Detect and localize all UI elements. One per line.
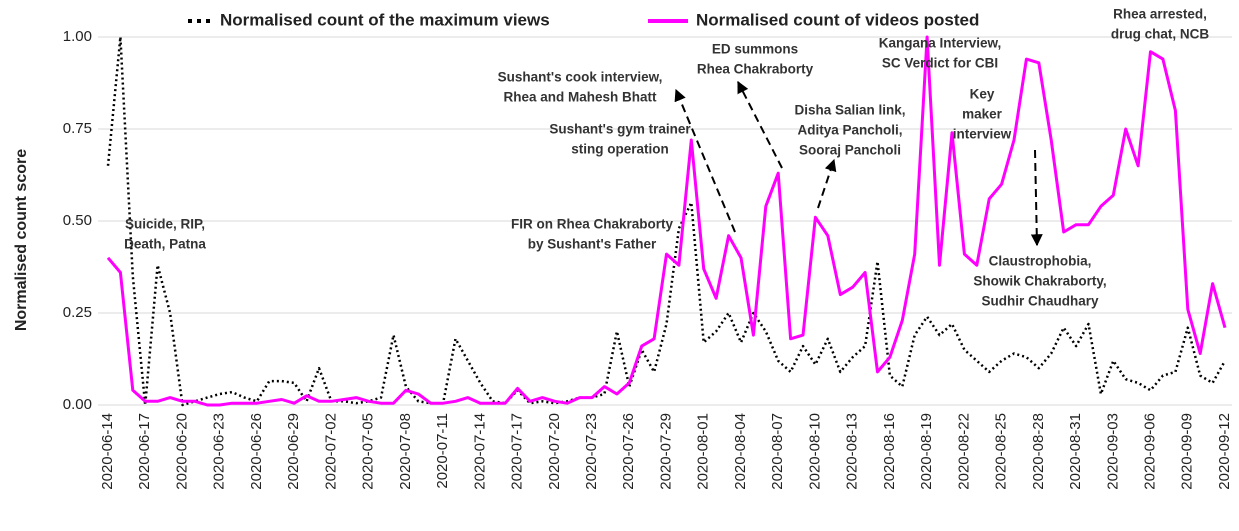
annotation: Death, Patna xyxy=(124,237,206,252)
x-tick-label: 2020-08-04 xyxy=(732,413,749,490)
x-tick-label: 2020-08-31 xyxy=(1067,413,1084,490)
annotation: Rhea and Mahesh Bhatt xyxy=(503,90,657,105)
annotation: Sushant's gym trainer xyxy=(549,122,691,137)
x-tick-label: 2020-09-06 xyxy=(1142,413,1159,490)
legend-label: Normalised count of the maximum views xyxy=(220,10,550,29)
x-tick-label: 2020-07-26 xyxy=(620,413,637,490)
x-tick-label: 2020-07-14 xyxy=(471,413,488,490)
y-tick-label: 0.00 xyxy=(63,396,92,413)
x-tick-label: 2020-07-20 xyxy=(546,413,563,490)
annotation: Suicide, RIP, xyxy=(125,217,205,232)
annotation: drug chat, NCB xyxy=(1111,27,1210,42)
x-tick-label: 2020-07-17 xyxy=(509,413,526,490)
x-tick-label: 2020-07-05 xyxy=(360,413,377,490)
annotation-arrow xyxy=(817,158,837,209)
x-tick-label: 2020-08-19 xyxy=(918,413,935,490)
x-tick-label: 2020-08-01 xyxy=(695,413,712,490)
annotation-arrow xyxy=(737,80,783,169)
annotation: Claustrophobia, xyxy=(989,254,1092,269)
x-tick-label: 2020-08-13 xyxy=(844,413,861,490)
annotation: Kangana Interview, xyxy=(879,36,1002,51)
x-tick-label: 2020-07-29 xyxy=(657,413,674,490)
x-tick-label: 2020-09-12 xyxy=(1216,413,1233,490)
y-axis-label: Normalised count score xyxy=(13,149,30,331)
annotation: Disha Salian link, xyxy=(794,103,905,118)
annotation: Key xyxy=(970,87,995,102)
annotation: Sooraj Pancholi xyxy=(799,143,901,158)
annotation: maker xyxy=(962,107,1003,122)
annotation: Sushant's cook interview, xyxy=(498,70,663,85)
annotation: sting operation xyxy=(571,142,669,157)
annotation: Sudhir Chaudhary xyxy=(981,294,1099,309)
annotation: Rhea Chakraborty xyxy=(697,62,814,77)
x-tick-label: 2020-06-20 xyxy=(173,413,190,490)
x-tick-label: 2020-09-03 xyxy=(1104,413,1121,490)
annotation: SC Verdict for CBI xyxy=(882,56,998,71)
y-tick-label: 0.25 xyxy=(63,304,92,321)
annotation: by Sushant's Father xyxy=(528,237,657,252)
x-tick-label: 2020-07-23 xyxy=(583,413,600,490)
series-line xyxy=(106,35,1227,407)
x-tick-label: 2020-06-29 xyxy=(285,413,302,490)
x-tick-label: 2020-06-26 xyxy=(248,413,265,490)
legend-label: Normalised count of videos posted xyxy=(696,10,979,29)
annotation: interview xyxy=(953,127,1012,142)
annotation: FIR on Rhea Chakraborty xyxy=(511,217,674,232)
x-tick-label: 2020-07-08 xyxy=(397,413,414,490)
x-tick-label: 2020-07-02 xyxy=(322,413,339,490)
x-tick-label: 2020-09-09 xyxy=(1179,413,1196,490)
y-tick-label: 1.00 xyxy=(63,28,92,45)
x-tick-label: 2020-06-17 xyxy=(136,413,153,490)
y-tick-label: 0.50 xyxy=(63,212,92,229)
x-tick-label: 2020-06-23 xyxy=(211,413,228,490)
x-tick-label: 2020-08-07 xyxy=(769,413,786,490)
annotation: Aditya Pancholi, xyxy=(797,123,902,138)
annotation: ED summons xyxy=(712,42,798,57)
x-tick-label: 2020-08-10 xyxy=(806,413,823,490)
annotation-arrow xyxy=(1030,149,1043,247)
annotation: Rhea arrested, xyxy=(1113,7,1207,22)
x-tick-label: 2020-07-11 xyxy=(434,413,451,489)
x-tick-label: 2020-08-25 xyxy=(993,413,1010,490)
x-tick-label: 2020-08-22 xyxy=(955,413,972,490)
x-tick-label: 2020-06-14 xyxy=(99,413,116,490)
x-tick-label: 2020-08-28 xyxy=(1030,413,1047,490)
series-line xyxy=(106,35,1227,407)
y-tick-label: 0.75 xyxy=(63,120,92,137)
annotation: Showik Chakraborty, xyxy=(973,274,1106,289)
x-tick-label: 2020-08-16 xyxy=(881,413,898,490)
